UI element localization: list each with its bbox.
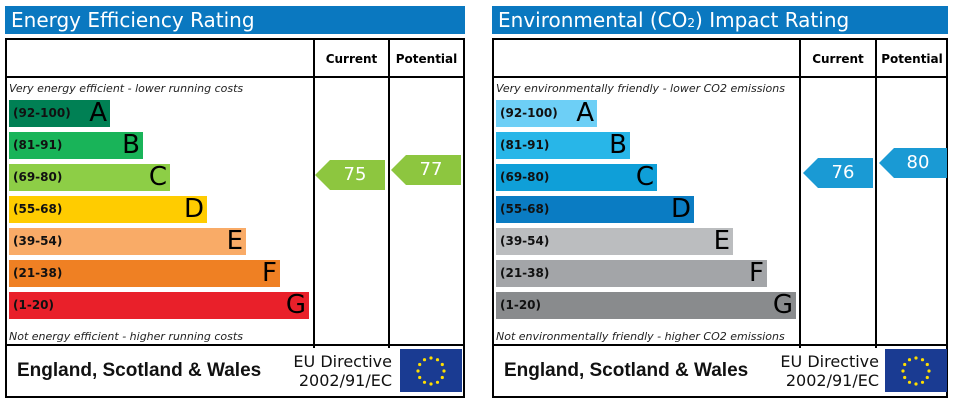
energy-directive: EU Directive 2002/91/EC <box>277 352 392 390</box>
energy-col-potential: Potential <box>395 52 458 66</box>
band-letter: F <box>749 258 764 288</box>
environmental-footer: England, Scotland & Wales EU Directive 2… <box>494 344 947 396</box>
environmental-current-arrow: 76 <box>803 158 873 188</box>
environmental-band-f: (21-38) F <box>496 258 767 288</box>
environmental-top-note: Very environmentally friendly - lower CO… <box>496 82 785 95</box>
band-letter: E <box>226 226 243 256</box>
energy-band-a: (92-100) A <box>9 98 110 128</box>
band-range: (21-38) <box>13 266 63 280</box>
band-letter: D <box>183 194 204 224</box>
environmental-header-row <box>494 40 946 78</box>
environmental-table: Current Potential Very environmentally f… <box>492 38 948 398</box>
band-letter: C <box>148 162 167 192</box>
band-letter: A <box>89 98 107 128</box>
energy-potential-value: 77 <box>419 159 443 180</box>
environmental-band-g: (1-20) G <box>496 290 796 320</box>
environmental-potential-arrow: 80 <box>879 148 947 178</box>
band-range: (55-68) <box>500 202 550 216</box>
environmental-col-potential: Potential <box>881 52 943 66</box>
band-letter: D <box>670 194 691 224</box>
band-range: (21-38) <box>500 266 550 280</box>
band-range: (81-91) <box>13 138 63 152</box>
environmental-bottom-note: Not environmentally friendly - higher CO… <box>496 330 785 343</box>
eu-flag-icon <box>885 349 947 392</box>
band-range: (69-80) <box>500 170 550 184</box>
eu-flag-icon <box>400 349 462 392</box>
energy-region: England, Scotland & Wales <box>17 360 262 381</box>
column-divider <box>799 40 801 348</box>
band-range: (92-100) <box>500 106 558 120</box>
energy-footer: England, Scotland & Wales EU Directive 2… <box>7 344 463 396</box>
energy-band-d: (55-68) D <box>9 194 207 224</box>
band-range: (69-80) <box>13 170 63 184</box>
band-letter: B <box>122 130 140 160</box>
energy-title: Energy Efficiency Rating <box>5 6 465 34</box>
energy-band-g: (1-20) G <box>9 290 309 320</box>
band-range: (39-54) <box>500 234 550 248</box>
environmental-col-current: Current <box>812 52 864 66</box>
column-divider <box>388 40 390 348</box>
band-letter: F <box>262 258 277 288</box>
energy-table: Current Potential Very energy efficient … <box>5 38 465 398</box>
band-letter: G <box>285 290 306 320</box>
energy-header-row <box>7 40 463 78</box>
band-letter: A <box>576 98 594 128</box>
energy-current-value: 75 <box>343 164 367 185</box>
band-range: (55-68) <box>13 202 63 216</box>
title-part: Environmental (CO <box>498 8 688 32</box>
directive-line2: 2002/91/EC <box>298 371 392 390</box>
energy-potential-arrow: 77 <box>391 155 461 185</box>
band-letter: E <box>713 226 730 256</box>
environmental-band-e: (39-54) E <box>496 226 733 256</box>
energy-current-arrow: 75 <box>315 160 385 190</box>
directive-line2: 2002/91/EC <box>785 371 879 390</box>
environmental-band-a: (92-100) A <box>496 98 597 128</box>
environmental-current-value: 76 <box>831 162 855 183</box>
column-divider <box>875 40 877 348</box>
energy-band-f: (21-38) F <box>9 258 280 288</box>
environmental-band-d: (55-68) D <box>496 194 694 224</box>
title-part: ) Impact Rating <box>695 8 850 32</box>
band-range: (81-91) <box>500 138 550 152</box>
band-range: (92-100) <box>13 106 71 120</box>
environmental-band-b: (81-91) B <box>496 130 630 160</box>
title-subscript: 2 <box>687 16 696 30</box>
band-letter: B <box>609 130 627 160</box>
environmental-impact-panel: Environmental (CO2) Impact Rating Curren… <box>492 6 948 398</box>
column-divider <box>313 40 315 348</box>
band-range: (1-20) <box>13 298 54 312</box>
arrow-shape-icon <box>315 160 385 190</box>
environmental-title: Environmental (CO2) Impact Rating <box>492 6 948 34</box>
arrow-shape-icon <box>391 155 461 185</box>
directive-line1: EU Directive <box>293 352 392 371</box>
band-letter: C <box>635 162 654 192</box>
environmental-band-c: (69-80) C <box>496 162 657 192</box>
energy-top-note: Very energy efficient - lower running co… <box>9 82 244 95</box>
energy-bottom-note: Not energy efficient - higher running co… <box>9 330 243 343</box>
arrow-shape-icon <box>803 158 873 188</box>
band-range: (39-54) <box>13 234 63 248</box>
environmental-region: England, Scotland & Wales <box>504 360 749 381</box>
energy-col-current: Current <box>325 52 378 66</box>
arrow-shape-icon <box>879 148 947 178</box>
energy-band-c: (69-80) C <box>9 162 170 192</box>
energy-band-e: (39-54) E <box>9 226 246 256</box>
band-range: (1-20) <box>500 298 541 312</box>
energy-band-b: (81-91) B <box>9 130 143 160</box>
band-letter: G <box>772 290 793 320</box>
environmental-directive: EU Directive 2002/91/EC <box>764 352 879 390</box>
directive-line1: EU Directive <box>780 352 879 371</box>
energy-efficiency-panel: Energy Efficiency Rating Current Potenti… <box>5 6 465 398</box>
environmental-potential-value: 80 <box>906 152 930 173</box>
